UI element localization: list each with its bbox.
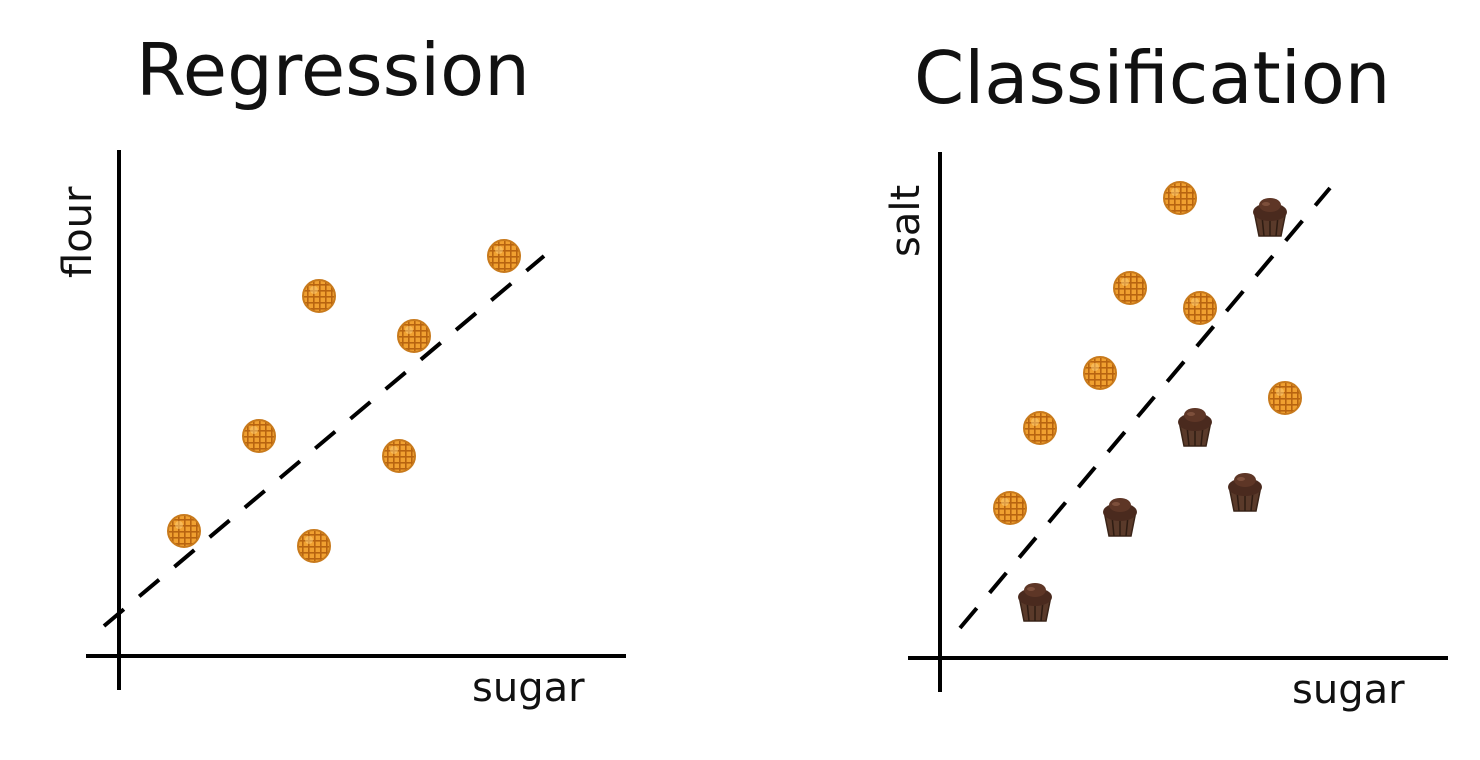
regression-title: Regression — [136, 28, 530, 112]
regression-x-axis-label: sugar — [472, 665, 585, 711]
regression-waffle-point — [397, 319, 431, 353]
classification-x-axis-label: sugar — [1292, 667, 1405, 713]
classification-waffle-point — [1023, 411, 1057, 445]
classification-waffle-point — [1163, 181, 1197, 215]
regression-waffle-point — [487, 239, 521, 273]
regression-waffle-point — [242, 419, 276, 453]
classification-cupcake-point — [1102, 497, 1138, 537]
classification-waffle-point — [1268, 381, 1302, 415]
classification-waffle-point — [1113, 271, 1147, 305]
regression-waffle-point — [167, 514, 201, 548]
regression-waffle-point — [302, 279, 336, 313]
classification-waffle-point — [993, 491, 1027, 525]
classification-cupcake-point — [1252, 197, 1288, 237]
classification-waffle-point — [1183, 291, 1217, 325]
classification-title: Classification — [914, 36, 1391, 120]
regression-waffle-point — [382, 439, 416, 473]
classification-cupcake-point — [1177, 407, 1213, 447]
classification-cupcake-point — [1227, 472, 1263, 512]
classification-waffle-point — [1083, 356, 1117, 390]
regression-dashed-line — [102, 254, 546, 628]
classification-cupcake-point — [1017, 582, 1053, 622]
classification-dashed-line — [958, 186, 1332, 630]
regression-waffle-point — [297, 529, 331, 563]
